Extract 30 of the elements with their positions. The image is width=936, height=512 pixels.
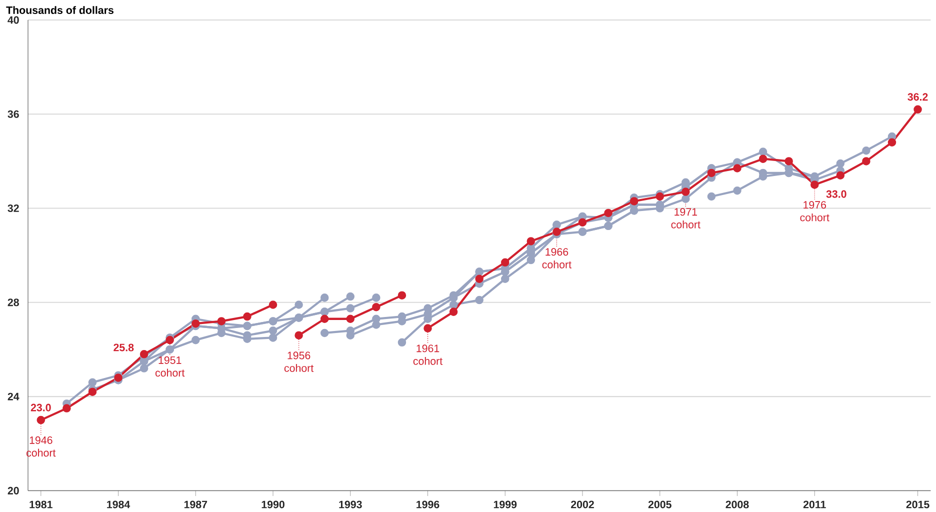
x-tick-label: 1990 <box>262 500 284 508</box>
data-label: 36.2 <box>908 93 928 101</box>
y-axis-title: Thousands of dollars <box>6 6 114 14</box>
annotation: 1971 cohort <box>671 208 700 228</box>
y-tick-label: 20 <box>8 486 19 494</box>
x-tick-label: 2011 <box>803 500 826 508</box>
x-tick-label: 1999 <box>494 500 517 508</box>
x-tick-label: 1981 <box>30 500 52 508</box>
annotation: 1976 cohort <box>800 201 830 222</box>
x-tick-label: 1996 <box>416 500 440 508</box>
x-tick-label: 1987 <box>184 500 208 508</box>
data-label: 23.0 <box>30 404 51 412</box>
annotation: 1961 cohort <box>413 344 442 365</box>
annotation: 1946 cohort <box>26 436 56 457</box>
annotation: 1956 cohort <box>284 352 314 372</box>
x-tick-label: 2008 <box>726 500 749 508</box>
data-label: 33.0 <box>826 190 846 198</box>
y-tick-label: 36 <box>8 110 19 118</box>
y-tick-label: 28 <box>8 298 19 306</box>
x-tick-label: 2015 <box>906 500 930 508</box>
annotation: 1951 cohort <box>155 356 185 377</box>
y-tick-label: 24 <box>8 392 20 400</box>
x-tick-label: 2002 <box>571 500 594 508</box>
x-tick-label: 1984 <box>107 500 130 508</box>
x-tick-label: 2005 <box>648 500 672 508</box>
data-label: 25.8 <box>114 344 134 352</box>
annotation: 1966 cohort <box>542 248 572 268</box>
x-tick-label: 1993 <box>339 500 362 508</box>
y-tick-label: 32 <box>8 204 19 212</box>
y-tick-label: 40 <box>8 16 19 24</box>
